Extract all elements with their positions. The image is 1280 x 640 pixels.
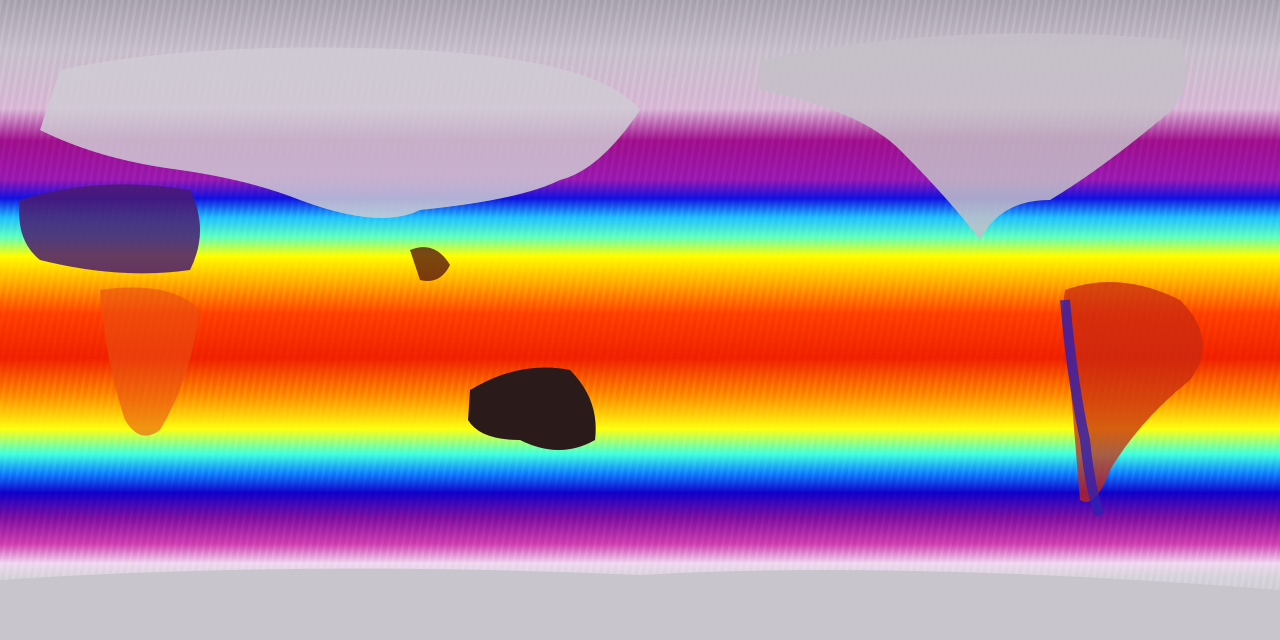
borneo-island (410, 247, 450, 281)
south-america (1062, 282, 1203, 502)
antarctica (0, 568, 1280, 640)
australia (468, 367, 596, 450)
andes (1060, 299, 1105, 517)
africa-south (100, 287, 200, 436)
sahara (19, 184, 200, 274)
north-america (760, 33, 1187, 241)
eurasia (40, 47, 640, 218)
